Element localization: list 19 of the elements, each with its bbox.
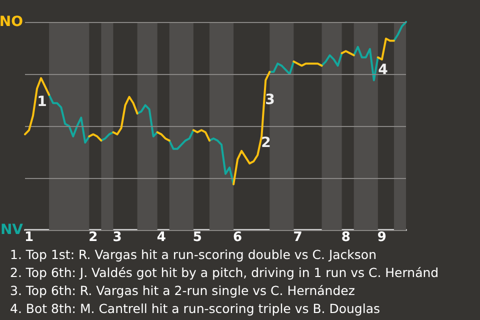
annotation: 2 [261, 135, 271, 151]
x-tick-label: 6 [233, 230, 242, 245]
x-tick-label: 2 [88, 230, 98, 245]
x-tick-label: 3 [112, 230, 122, 245]
ref-line-label: NV [0, 222, 24, 238]
text: 4. Bot 8th: M. Cantrell hit a run-scoring triple vs B. Douglas [10, 301, 380, 316]
annotation: 1 [37, 94, 47, 110]
x-tick-label: 9 [377, 230, 386, 245]
x-tick-label: 1 [24, 230, 34, 245]
text: 1. Top 1st: R. Vargas hit a run-scoring double vs C. Jackson [10, 247, 376, 262]
text: 2. Top 6th: J. Valdés got hit by a pitch, driving in 1 run vs C. Hernánd [10, 265, 439, 280]
annotation: 3 [265, 92, 275, 108]
ref-line-label: NO [0, 14, 24, 30]
x-tick-label: 8 [341, 230, 350, 245]
x-tick-label: 5 [192, 230, 202, 245]
annotation: 4 [378, 62, 388, 78]
text: 3. Top 6th: R. Vargas hit a 2-run single vs C. Hernández [10, 283, 356, 298]
x-tick-label: 4 [156, 230, 166, 245]
x-tick-label: 7 [293, 230, 302, 245]
